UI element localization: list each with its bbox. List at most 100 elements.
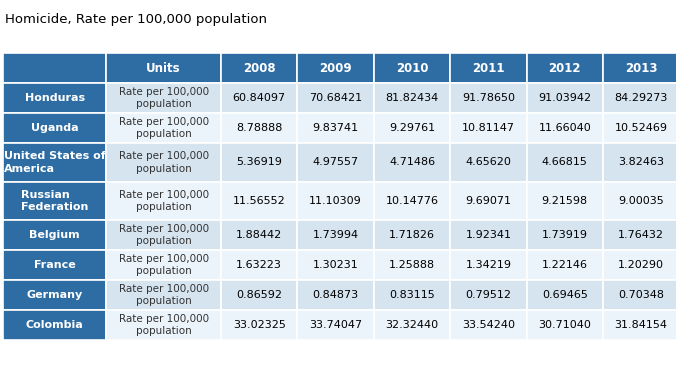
Text: 5.36919: 5.36919 xyxy=(237,157,282,167)
Text: France: France xyxy=(34,260,76,270)
Bar xyxy=(374,182,450,220)
Text: 70.68421: 70.68421 xyxy=(309,93,362,103)
Text: 1.76432: 1.76432 xyxy=(618,230,665,240)
Text: 9.29761: 9.29761 xyxy=(389,123,435,133)
Text: 2009: 2009 xyxy=(319,61,352,75)
Text: Rate per 100,000
population: Rate per 100,000 population xyxy=(118,151,209,173)
Text: 0.70348: 0.70348 xyxy=(618,290,665,300)
Bar xyxy=(3,310,106,340)
Bar xyxy=(3,113,106,143)
Bar xyxy=(106,113,221,143)
Bar xyxy=(3,143,106,182)
Text: Colombia: Colombia xyxy=(26,320,84,330)
Bar xyxy=(450,310,527,340)
Text: Rate per 100,000
population: Rate per 100,000 population xyxy=(118,87,209,109)
Text: 2010: 2010 xyxy=(395,61,429,75)
Text: 4.65620: 4.65620 xyxy=(466,157,511,167)
Text: Rate per 100,000
population: Rate per 100,000 population xyxy=(118,224,209,246)
Text: United States of
America: United States of America xyxy=(4,151,105,173)
Bar xyxy=(297,113,374,143)
Text: 4.97557: 4.97557 xyxy=(312,157,359,167)
Bar xyxy=(603,113,676,143)
Text: Belgium: Belgium xyxy=(30,230,80,240)
Text: 11.10309: 11.10309 xyxy=(309,196,362,206)
Text: 9.00035: 9.00035 xyxy=(619,196,664,206)
Bar xyxy=(603,83,676,113)
Text: 1.63223: 1.63223 xyxy=(237,260,282,270)
Text: 1.88442: 1.88442 xyxy=(236,230,283,240)
Text: 11.56552: 11.56552 xyxy=(233,196,286,206)
Bar xyxy=(221,113,297,143)
Bar xyxy=(527,113,603,143)
Bar xyxy=(374,143,450,182)
Text: 0.84873: 0.84873 xyxy=(312,290,359,300)
Text: 1.71826: 1.71826 xyxy=(389,230,435,240)
Text: Rate per 100,000
population: Rate per 100,000 population xyxy=(118,190,209,212)
Bar xyxy=(106,280,221,310)
Text: 91.78650: 91.78650 xyxy=(462,93,515,103)
Bar xyxy=(603,182,676,220)
Bar xyxy=(297,83,374,113)
Bar xyxy=(221,143,297,182)
Text: 1.92341: 1.92341 xyxy=(465,230,512,240)
Text: Rate per 100,000
population: Rate per 100,000 population xyxy=(118,314,209,336)
Bar xyxy=(374,53,450,83)
Bar xyxy=(106,182,221,220)
Text: Units: Units xyxy=(146,61,181,75)
Text: 0.79512: 0.79512 xyxy=(465,290,512,300)
Bar xyxy=(297,250,374,280)
Text: Rate per 100,000
population: Rate per 100,000 population xyxy=(118,284,209,306)
Text: 2008: 2008 xyxy=(243,61,276,75)
Text: 2011: 2011 xyxy=(472,61,505,75)
Bar xyxy=(297,182,374,220)
Bar xyxy=(527,182,603,220)
Bar xyxy=(450,143,527,182)
Text: 3.82463: 3.82463 xyxy=(618,157,665,167)
Bar xyxy=(3,280,106,310)
Bar xyxy=(3,83,106,113)
Bar xyxy=(603,310,676,340)
Text: Russian
Federation: Russian Federation xyxy=(21,190,89,212)
Bar xyxy=(374,250,450,280)
Text: 0.69465: 0.69465 xyxy=(542,290,587,300)
Bar xyxy=(221,83,297,113)
Text: Germany: Germany xyxy=(26,290,83,300)
Bar xyxy=(297,143,374,182)
Bar xyxy=(297,310,374,340)
Text: 1.30231: 1.30231 xyxy=(313,260,358,270)
Bar xyxy=(221,310,297,340)
Text: 1.22146: 1.22146 xyxy=(541,260,588,270)
Bar xyxy=(221,182,297,220)
Text: 9.69071: 9.69071 xyxy=(465,196,512,206)
Bar xyxy=(527,220,603,250)
Bar xyxy=(106,53,221,83)
Bar xyxy=(527,250,603,280)
Bar xyxy=(221,250,297,280)
Text: Rate per 100,000
population: Rate per 100,000 population xyxy=(118,117,209,139)
Bar xyxy=(106,83,221,113)
Bar xyxy=(106,143,221,182)
Text: 9.83741: 9.83741 xyxy=(312,123,359,133)
Bar xyxy=(527,143,603,182)
Bar xyxy=(297,53,374,83)
Text: Honduras: Honduras xyxy=(25,93,84,103)
Text: 10.81147: 10.81147 xyxy=(462,123,515,133)
Text: 60.84097: 60.84097 xyxy=(233,93,286,103)
Text: 33.54240: 33.54240 xyxy=(462,320,515,330)
Text: 10.52469: 10.52469 xyxy=(614,123,668,133)
Bar xyxy=(603,280,676,310)
Bar xyxy=(450,280,527,310)
Bar xyxy=(3,53,106,83)
Text: 9.21598: 9.21598 xyxy=(541,196,588,206)
Bar xyxy=(221,53,297,83)
Bar xyxy=(374,220,450,250)
Bar xyxy=(603,250,676,280)
Text: 8.78888: 8.78888 xyxy=(236,123,283,133)
Bar xyxy=(221,220,297,250)
Text: 33.74047: 33.74047 xyxy=(309,320,362,330)
Bar xyxy=(3,182,106,220)
Bar xyxy=(527,310,603,340)
Bar xyxy=(106,250,221,280)
Text: 84.29273: 84.29273 xyxy=(614,93,668,103)
Text: 4.66815: 4.66815 xyxy=(542,157,587,167)
